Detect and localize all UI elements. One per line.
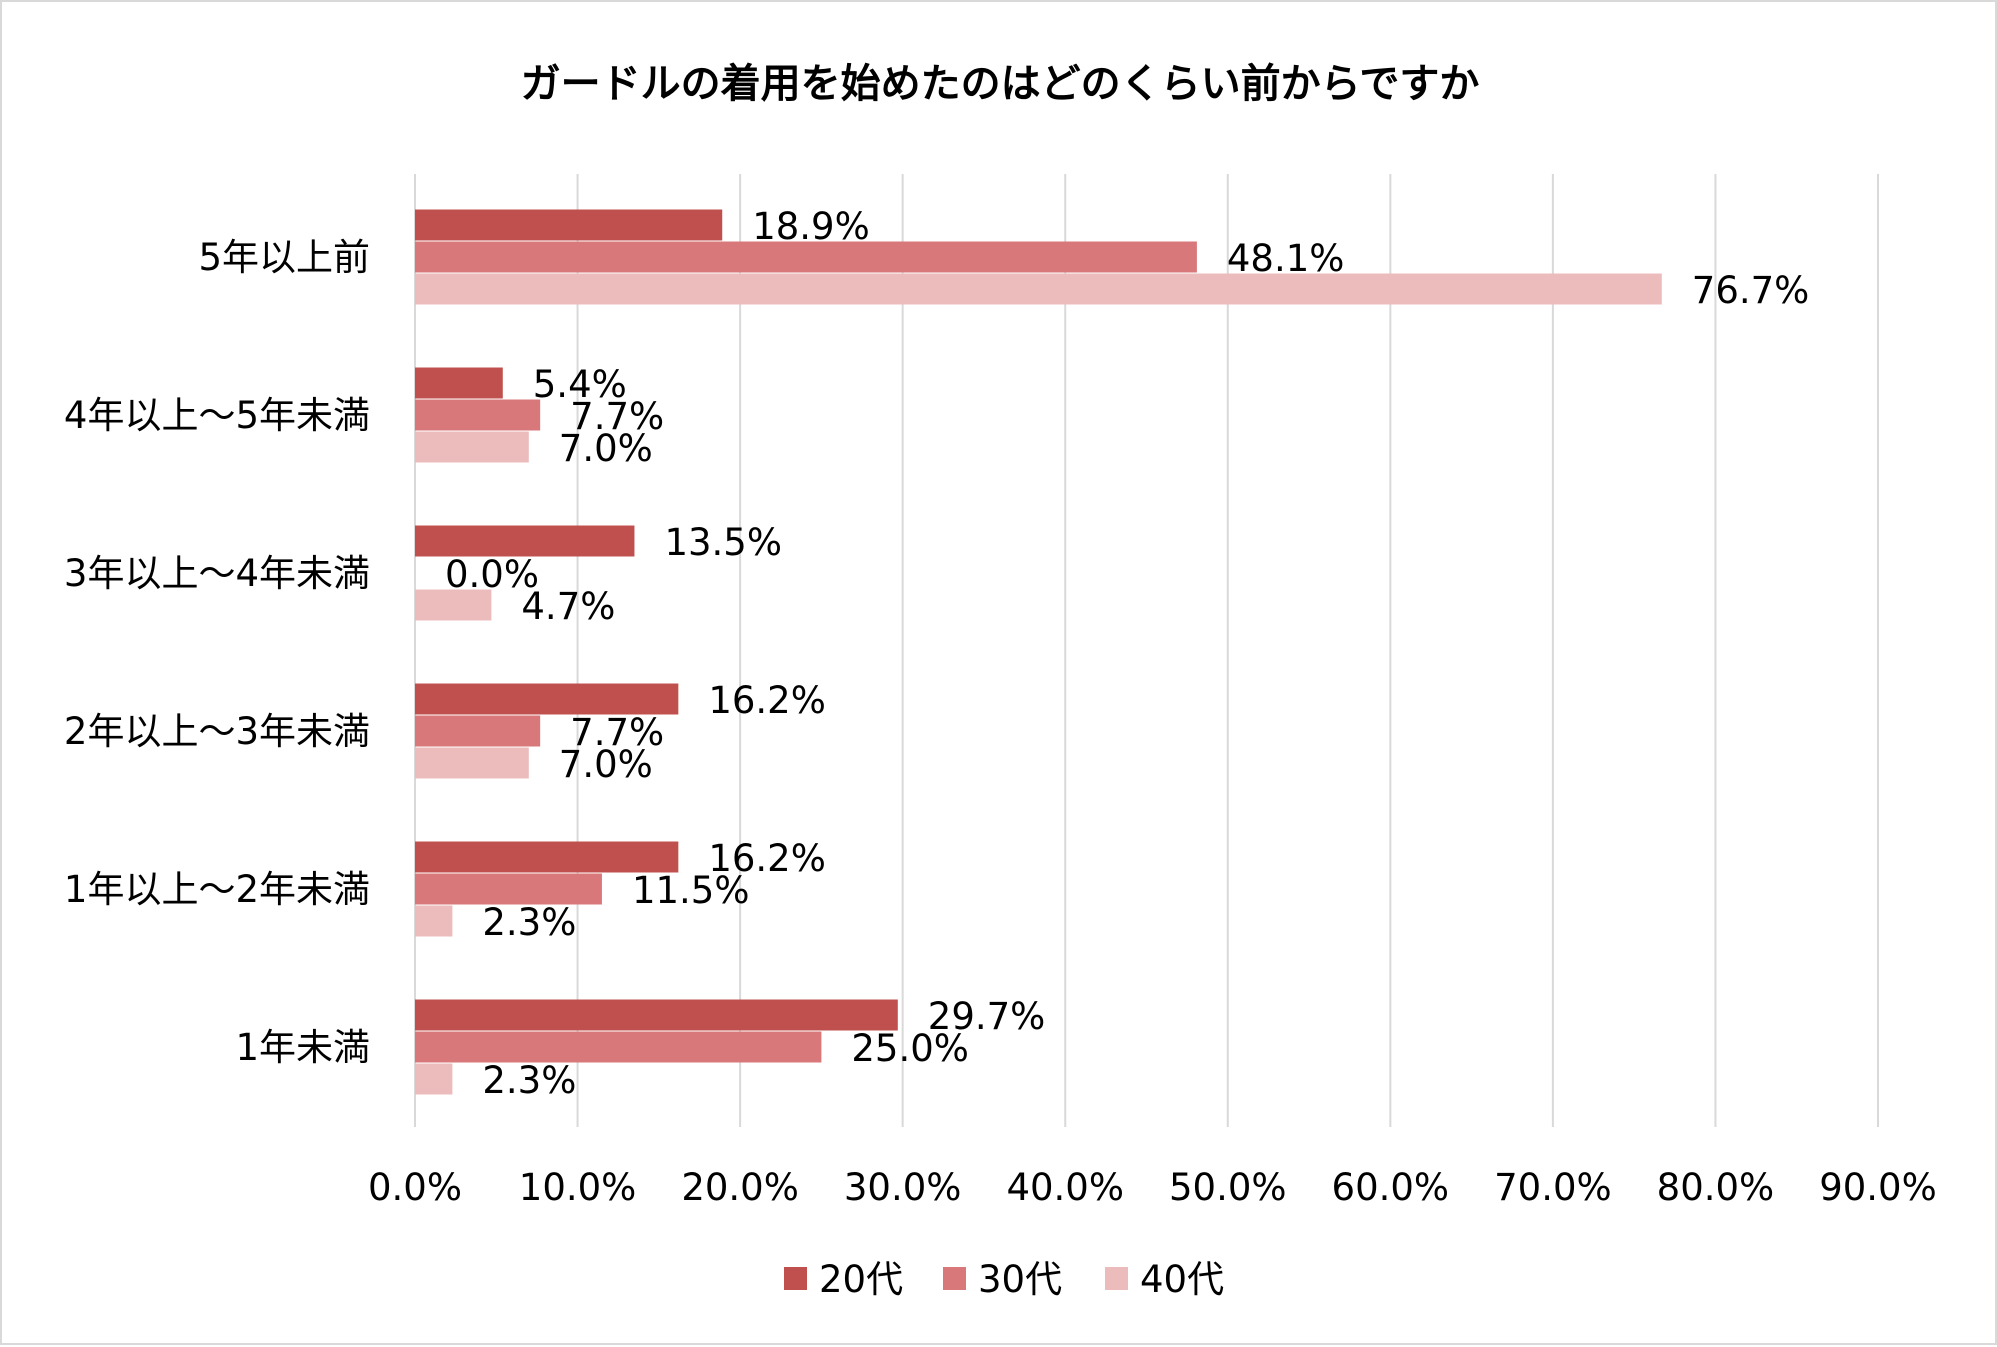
bar	[415, 747, 529, 779]
data-label: 7.7%	[570, 395, 664, 438]
x-tick-label: 50.0%	[1169, 1166, 1287, 1209]
x-tick-label: 60.0%	[1332, 1166, 1450, 1209]
legend-label: 20代	[819, 1258, 903, 1301]
x-tick-label: 90.0%	[1819, 1166, 1937, 1209]
data-label: 48.1%	[1227, 237, 1345, 280]
data-label: 25.0%	[851, 1027, 969, 1070]
legend-swatch	[784, 1267, 807, 1290]
category-label: 5年以上前	[198, 236, 370, 279]
category-label: 3年以上～4年未満	[64, 552, 370, 595]
category-label: 1年未満	[235, 1026, 370, 1069]
bar	[415, 999, 898, 1031]
value-axis-labels: 0.0% 10.0% 20.0% 30.0% 40.0% 50.0% 60.0% 70.0% 8…	[368, 1166, 1937, 1209]
data-label: 16.2%	[708, 837, 826, 880]
data-label: 13.5%	[664, 521, 782, 564]
data-label: 5.4%	[533, 363, 627, 406]
bar	[415, 209, 723, 241]
data-label: 2.3%	[482, 901, 576, 944]
category-label: 4年以上～5年未満	[64, 394, 370, 437]
data-label: 29.7%	[928, 995, 1046, 1038]
data-label: 11.5%	[632, 869, 750, 912]
x-tick-label: 10.0%	[519, 1166, 637, 1209]
category-label: 1年以上～2年未満	[64, 868, 370, 911]
bar	[415, 1031, 822, 1063]
x-tick-label: 20.0%	[681, 1166, 799, 1209]
x-tick-label: 40.0%	[1006, 1166, 1124, 1209]
chart-title: ガードルの着用を始めたのはどのくらい前からですか	[521, 61, 1480, 107]
data-label: 16.2%	[708, 679, 826, 722]
bar	[415, 367, 503, 399]
bar	[415, 589, 492, 621]
legend-swatch	[943, 1267, 966, 1290]
legend-swatch	[1105, 1267, 1128, 1290]
bar	[415, 273, 1662, 305]
data-label: 76.7%	[1692, 269, 1810, 312]
x-tick-label: 80.0%	[1657, 1166, 1775, 1209]
category-axis-labels: 5年以上前 4年以上～5年未満 3年以上～4年未満 2年以上～3年未満 1年以上～2年未…	[64, 236, 370, 1069]
gridlines	[414, 174, 1879, 1127]
data-label: 7.7%	[570, 711, 664, 754]
category-label: 2年以上～3年未満	[64, 710, 370, 753]
x-tick-label: 70.0%	[1494, 1166, 1612, 1209]
data-label: 0.0%	[445, 553, 539, 596]
data-label: 18.9%	[752, 205, 870, 248]
bar	[415, 841, 679, 873]
x-tick-label: 0.0%	[368, 1166, 462, 1209]
data-label: 7.0%	[559, 427, 653, 470]
bar	[415, 1063, 453, 1095]
bar	[415, 241, 1197, 273]
bar	[415, 873, 602, 905]
bar	[415, 399, 541, 431]
bar	[415, 683, 679, 715]
x-tick-label: 30.0%	[844, 1166, 962, 1209]
legend: 20代 30代 40代	[784, 1258, 1224, 1301]
bar	[415, 431, 529, 463]
legend-label: 30代	[978, 1258, 1062, 1301]
bar	[415, 715, 541, 747]
data-label: 4.7%	[521, 585, 615, 628]
bar	[415, 525, 635, 557]
data-labels: 18.9%48.1%76.7%5.4%7.7%7.0%13.5%0.0%4.7%…	[445, 205, 1809, 1102]
data-label: 7.0%	[559, 743, 653, 786]
legend-label: 40代	[1140, 1258, 1224, 1301]
bars	[415, 209, 1662, 1095]
bar	[415, 905, 453, 937]
data-label: 2.3%	[482, 1059, 576, 1102]
